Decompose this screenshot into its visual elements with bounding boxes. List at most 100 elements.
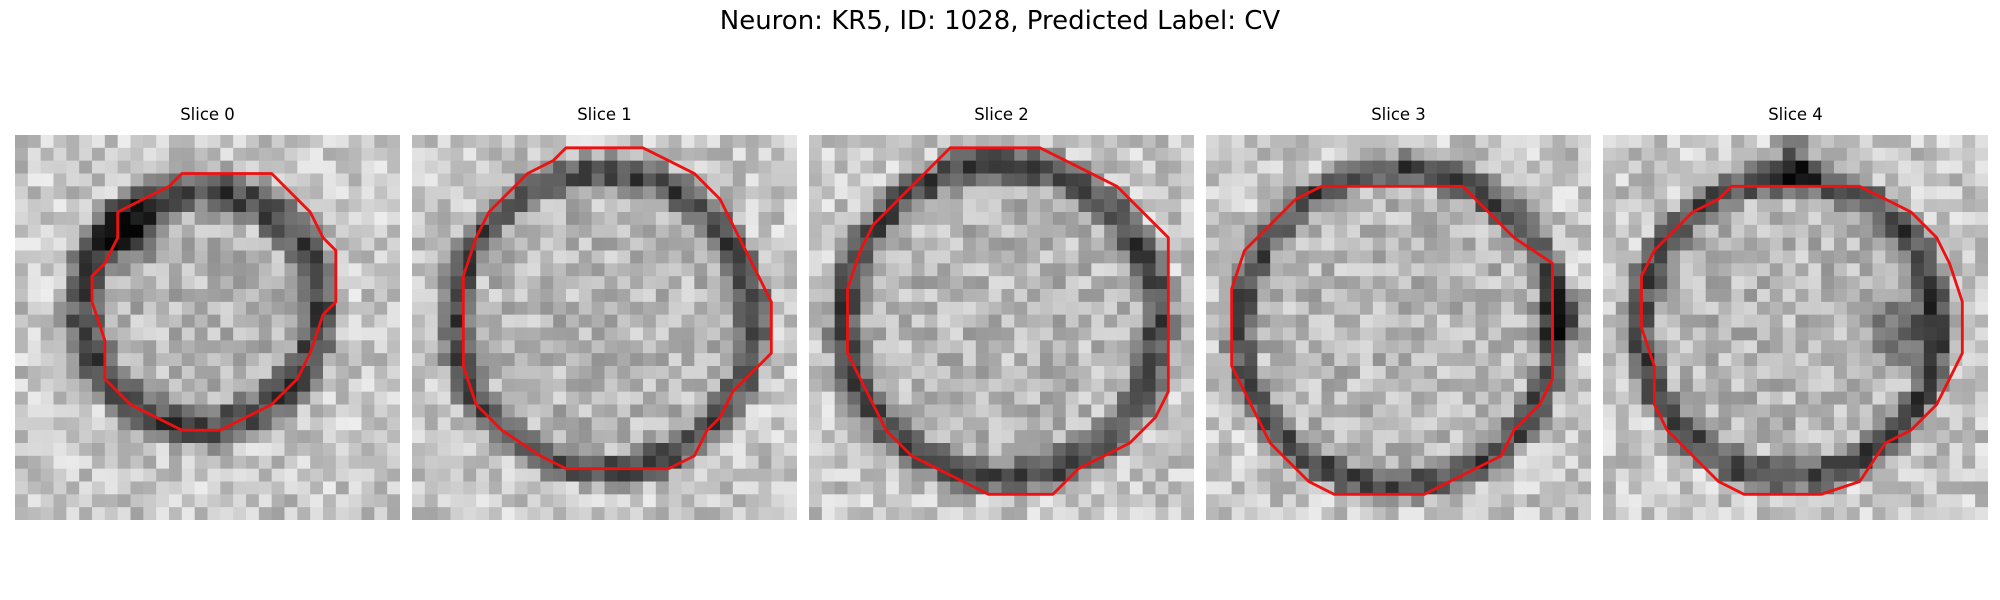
image-pixel: [1962, 481, 1976, 495]
image-pixel: [1014, 160, 1028, 175]
image-pixel: [1001, 160, 1015, 175]
image-pixel: [1117, 199, 1131, 213]
image-pixel: [1129, 494, 1144, 508]
image-pixel: [758, 507, 772, 520]
image-pixel: [1424, 366, 1438, 380]
image-pixel: [284, 391, 298, 406]
image-pixel: [1552, 378, 1566, 393]
image-pixel: [578, 224, 593, 239]
image-pixel: [630, 212, 644, 226]
image-pixel: [1692, 378, 1707, 393]
image-pixel: [220, 199, 234, 213]
image-pixel: [514, 404, 529, 418]
image-pixel: [1181, 173, 1194, 187]
image-pixel: [1821, 507, 1835, 520]
image-pixel: [1628, 160, 1643, 175]
image-pixel: [117, 147, 132, 162]
image-pixel: [732, 494, 747, 508]
image-pixel: [771, 301, 785, 316]
image-pixel: [1142, 314, 1157, 329]
image-pixel: [1718, 455, 1732, 470]
image-pixel: [720, 430, 734, 444]
image-pixel: [1936, 340, 1951, 354]
image-pixel: [1821, 199, 1835, 213]
image-pixel: [1859, 391, 1874, 406]
image-pixel: [437, 237, 452, 252]
image-pixel: [1859, 314, 1874, 329]
image-pixel: [771, 173, 785, 187]
image-pixel: [1514, 366, 1528, 380]
image-pixel: [271, 199, 286, 213]
image-pixel: [143, 135, 157, 149]
image-pixel: [335, 327, 350, 341]
image-pixel: [1782, 430, 1797, 444]
image-pixel: [104, 160, 119, 175]
image-pixel: [476, 199, 490, 213]
image-pixel: [694, 224, 708, 239]
image-pixel: [668, 468, 683, 483]
image-pixel: [143, 199, 157, 213]
image-pixel: [1181, 327, 1194, 341]
image-pixel: [1244, 327, 1258, 341]
image-pixel: [1936, 301, 1951, 316]
image-pixel: [1603, 494, 1617, 508]
image-pixel: [758, 186, 772, 200]
image-pixel: [1475, 289, 1489, 303]
image-pixel: [873, 224, 887, 239]
image-pixel: [681, 135, 695, 149]
image-pixel: [1295, 481, 1310, 495]
image-pixel: [1078, 481, 1092, 495]
image-pixel: [1769, 314, 1784, 329]
image-pixel: [553, 135, 567, 149]
image-pixel: [1898, 276, 1912, 290]
image-pixel: [1795, 366, 1809, 380]
image-pixel: [1398, 314, 1412, 329]
image-pixel: [1615, 173, 1630, 187]
image-pixel: [988, 212, 1003, 226]
image-pixel: [578, 353, 593, 367]
image-pixel: [1975, 378, 1988, 393]
image-pixel: [1308, 430, 1323, 444]
image-pixel: [1078, 468, 1092, 483]
image-pixel: [1731, 301, 1745, 316]
image-pixel: [1846, 250, 1861, 264]
image-pixel: [1206, 186, 1220, 200]
image-pixel: [1040, 212, 1054, 226]
image-pixel: [514, 391, 529, 406]
image-pixel: [181, 430, 196, 444]
image-pixel: [1808, 186, 1822, 200]
image-pixel: [1718, 340, 1732, 354]
image-pixel: [476, 378, 490, 393]
image-pixel: [1334, 224, 1348, 239]
image-pixel: [771, 378, 785, 393]
image-pixel: [1808, 212, 1822, 226]
image-pixel: [732, 366, 747, 380]
image-pixel: [1821, 430, 1835, 444]
image-pixel: [27, 443, 42, 457]
image-pixel: [258, 301, 273, 316]
image-pixel: [1283, 224, 1297, 239]
image-pixel: [809, 481, 823, 495]
image-pixel: [104, 340, 119, 354]
image-pixel: [1411, 301, 1425, 316]
image-pixel: [527, 404, 541, 418]
image-pixel: [1898, 443, 1912, 457]
image-pixel: [911, 186, 926, 200]
image-pixel: [604, 481, 618, 495]
image-pixel: [424, 391, 439, 406]
image-pixel: [1168, 135, 1182, 149]
image-pixel: [1821, 417, 1835, 431]
image-pixel: [323, 276, 337, 290]
image-pixel: [181, 468, 196, 483]
image-pixel: [1142, 353, 1157, 367]
image-pixel: [1257, 263, 1271, 277]
image-pixel: [1231, 494, 1246, 508]
image-pixel: [1052, 237, 1067, 252]
image-pixel: [361, 147, 375, 162]
image-pixel: [886, 353, 900, 367]
image-pixel: [284, 443, 298, 457]
image-pixel: [1065, 340, 1080, 354]
image-pixel: [387, 417, 400, 431]
image-pixel: [1731, 404, 1745, 418]
image-pixel: [1168, 224, 1182, 239]
